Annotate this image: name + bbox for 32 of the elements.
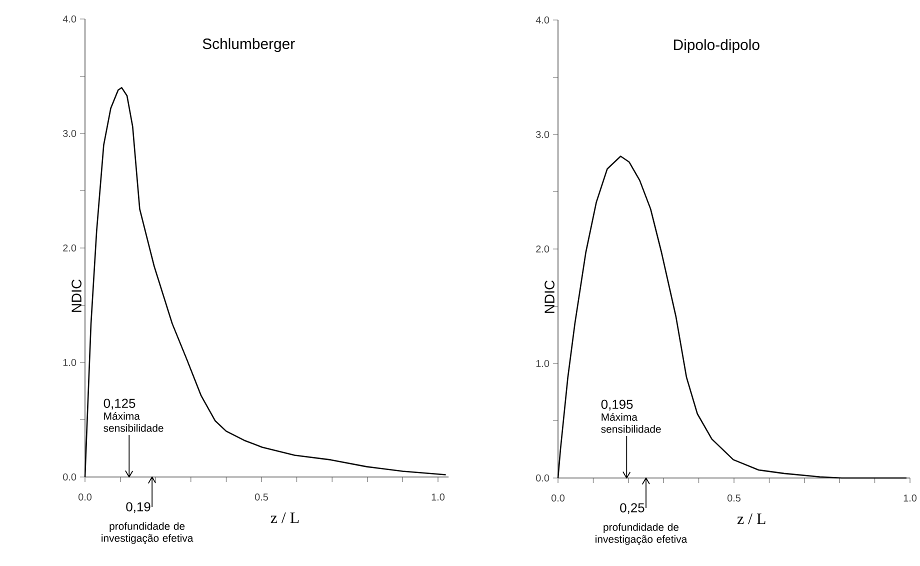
y-tick-label: 3.0 <box>63 130 76 138</box>
ref-line-label: 0,125 <box>104 398 136 410</box>
y-tick-label: 4.0 <box>62 15 76 23</box>
x-tick-label: 1.0 <box>904 494 917 502</box>
line-series <box>557 156 908 479</box>
annotation: Máxima sensibilidade <box>104 412 164 432</box>
y-axis-title: NDIC <box>544 280 554 313</box>
y-tick-label: 2.0 <box>63 244 76 252</box>
x-tick-label: 0.5 <box>254 494 268 501</box>
x-tick-label: 0.5 <box>727 494 741 502</box>
line-series <box>84 87 446 478</box>
y-tick-label: 3.0 <box>536 130 550 138</box>
y-tick-label: 2.0 <box>536 245 550 253</box>
y-axis-title: NDIC <box>72 279 82 312</box>
x-axis-title: z / L <box>270 512 299 524</box>
ref-line-label: 0,195 <box>601 400 633 410</box>
y-tick-label: 1.0 <box>63 358 76 366</box>
y-tick-label: 1.0 <box>536 360 550 368</box>
text: Dipolo-dipolo <box>674 39 760 54</box>
y-tick-label: 4.0 <box>536 16 550 24</box>
text: profundidade de investigação efetiva <box>102 522 194 544</box>
x-tick-label: 0.0 <box>551 494 565 502</box>
ref-line-label: 0,19 <box>126 502 150 513</box>
y-tick-label: 0.0 <box>536 474 550 482</box>
text: Schlumberger <box>202 38 295 52</box>
x-axis-title: z / L <box>737 514 766 524</box>
text: profundidade de investigação efetiva <box>596 523 688 545</box>
x-tick-label: 0.0 <box>78 494 92 501</box>
ref-line-label: 0,25 <box>620 503 644 514</box>
x-tick-label: 1.0 <box>432 494 445 501</box>
annotation: Máxima sensibilidade <box>601 413 661 433</box>
y-tick-label: 0.0 <box>63 473 76 481</box>
